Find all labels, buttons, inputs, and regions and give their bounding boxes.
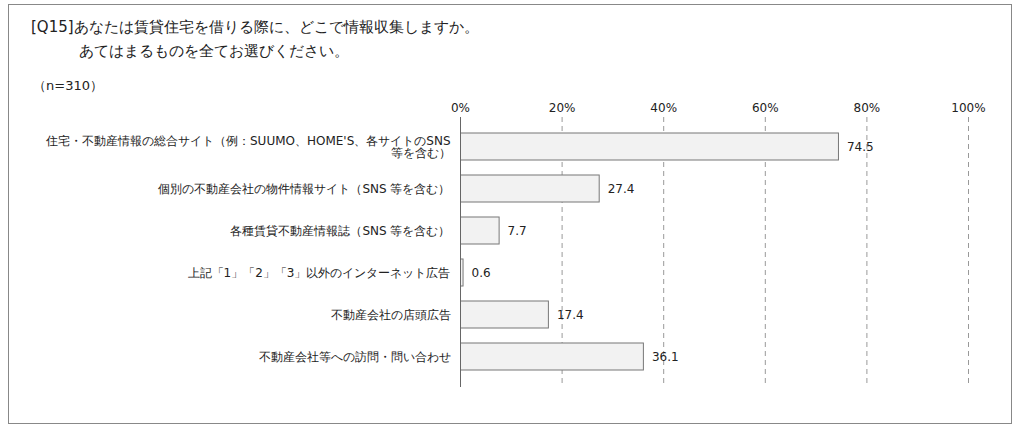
svg-text:0%: 0% xyxy=(451,101,470,115)
svg-text:住宅・不動産情報の総合サイト（例：SUUMO、HOME'S、: 住宅・不動産情報の総合サイト（例：SUUMO、HOME'S、各サイトのSNS等を… xyxy=(45,134,451,160)
svg-text:74.5: 74.5 xyxy=(847,140,874,154)
html-text:（n=310）: （n=310） xyxy=(33,78,103,93)
svg-text:100%: 100% xyxy=(951,101,985,115)
svg-text:7.7: 7.7 xyxy=(508,224,527,238)
svg-text:各種賃貸不動産情報誌（SNS 等を含む）: 各種賃貸不動産情報誌（SNS 等を含む） xyxy=(230,224,450,238)
svg-text:上記「1」「2」「3」以外のインターネット広告: 上記「1」「2」「3」以外のインターネット広告 xyxy=(188,266,451,280)
svg-text:80%: 80% xyxy=(854,101,881,115)
svg-text:不動産会社の店頭広告: 不動産会社の店頭広告 xyxy=(331,308,451,322)
html-text:[Q15]あなたは賃貸住宅を借りる際に、どこで情報収集します: [Q15]あなたは賃貸住宅を借りる際に、どこで情報収集しますか。 xyxy=(31,18,479,36)
svg-text:36.1: 36.1 xyxy=(652,350,679,364)
svg-text:0.6: 0.6 xyxy=(472,266,491,280)
svg-text:40%: 40% xyxy=(650,101,677,115)
html-text:あてはまるものを全てお選びください。: あてはまるものを全てお選びください。 xyxy=(79,42,349,60)
svg-text:60%: 60% xyxy=(752,101,779,115)
svg-text:27.4: 27.4 xyxy=(608,182,635,196)
svg-text:不動産会社等への訪問・問い合わせ: 不動産会社等への訪問・問い合わせ xyxy=(259,350,451,364)
svg-text:17.4: 17.4 xyxy=(557,308,584,322)
svg-text:20%: 20% xyxy=(549,101,576,115)
svg-text:個別の不動産会社の物件情報サイト（SNS 等を含む）: 個別の不動産会社の物件情報サイト（SNS 等を含む） xyxy=(158,182,450,196)
